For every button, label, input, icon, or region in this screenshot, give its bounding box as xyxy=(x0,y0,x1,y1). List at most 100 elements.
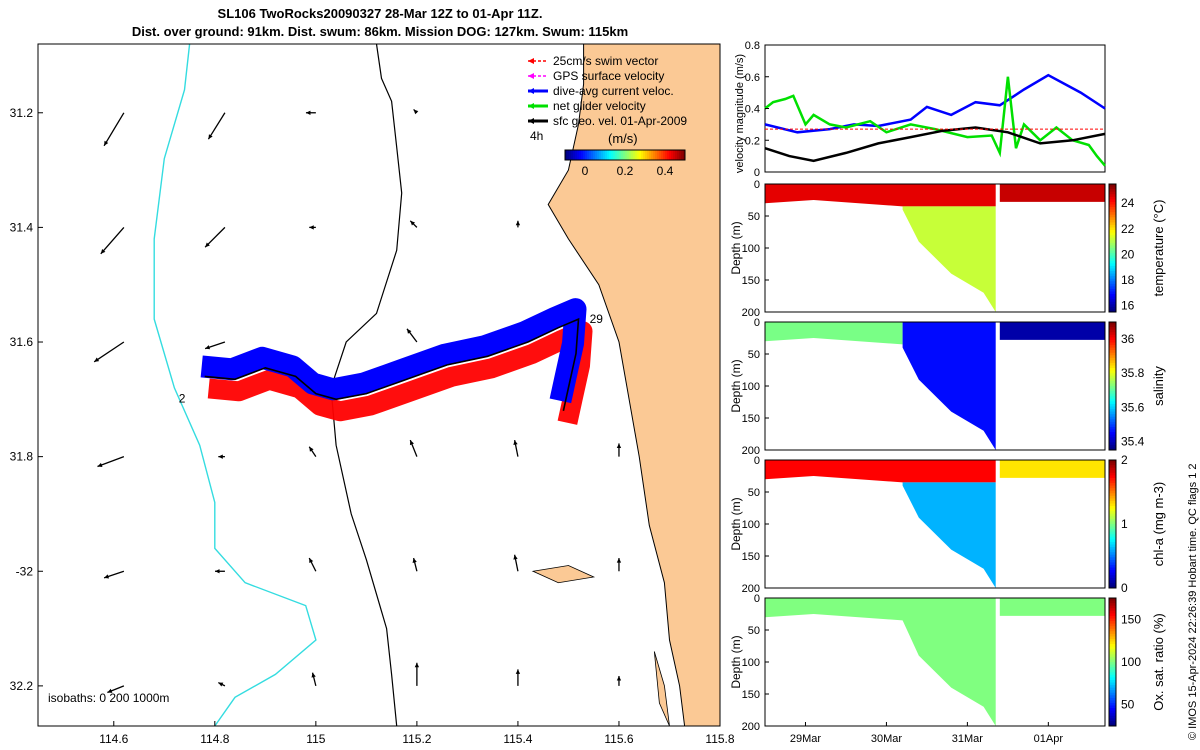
section-x-tick-label: 01Apr xyxy=(1034,733,1064,745)
geo-velocity-arrow xyxy=(515,669,521,686)
colorbar-segment xyxy=(619,150,622,160)
colorbar-segment xyxy=(1109,403,1116,407)
colorbar-segment xyxy=(1109,618,1116,622)
colorbar-segment xyxy=(1109,429,1116,433)
colorbar-segment xyxy=(1109,690,1116,694)
colorbar-segment xyxy=(587,150,590,160)
section-y-axis-label: Depth (m) xyxy=(729,221,743,274)
colorbar-segment xyxy=(1109,638,1116,643)
geo-velocity-arrow xyxy=(204,226,226,248)
section-fill-mixed-layer xyxy=(765,184,996,207)
colorbar-tick-label: 35.6 xyxy=(1121,400,1145,414)
colorbar-segment xyxy=(673,150,676,160)
velocity-series-line xyxy=(764,73,1106,134)
section-fill-after-gap xyxy=(999,184,1105,202)
colorbar-tick-label: 35.4 xyxy=(1121,434,1145,448)
colorbar-segment xyxy=(1109,662,1116,666)
geo-velocity-arrow xyxy=(97,456,125,468)
colorbar-segment xyxy=(1109,191,1116,195)
track-end-label: 29 xyxy=(590,312,604,326)
geo-velocity-arrow xyxy=(93,341,125,363)
colorbar-segment xyxy=(1109,222,1116,226)
colorbar-segment xyxy=(1109,654,1116,658)
colorbar-segment xyxy=(1109,439,1116,443)
map-y-tick-label: 31.2 xyxy=(10,106,34,120)
colorbar-segment xyxy=(1109,547,1116,551)
legend-entry: net glider velocity xyxy=(528,99,646,113)
rottnest-island xyxy=(531,565,596,584)
colorbar-segment xyxy=(1109,296,1116,300)
colorbar-segment xyxy=(1109,485,1116,489)
velocity-series-line xyxy=(764,126,1106,163)
colorbar-segment xyxy=(1109,339,1116,343)
colorbar-segment xyxy=(655,150,658,160)
colorbar-segment xyxy=(1109,391,1116,395)
colorbar-segment xyxy=(1109,194,1116,198)
colorbar-segment xyxy=(1109,508,1116,512)
colorbar-segment xyxy=(659,150,662,160)
colorbar-segment xyxy=(1109,380,1116,384)
colorbar-segment xyxy=(647,150,650,160)
velocity-panel: 0 0.2 0.4 0.6 0.8 velocity magnitude (m/s) xyxy=(734,40,1106,179)
map-x-tick-label: 114.8 xyxy=(200,732,229,746)
colorbar-segment xyxy=(589,150,592,160)
geo-velocity-arrow xyxy=(412,557,418,572)
colorbar-segment xyxy=(1109,713,1116,717)
section-y-axis-label: Depth (m) xyxy=(729,497,743,550)
geo-velocity-arrow xyxy=(513,440,519,457)
colorbar-segment xyxy=(1109,352,1116,356)
colorbar-segment xyxy=(571,150,574,160)
section-y-tick-label: 100 xyxy=(742,519,760,531)
colorbar-segment xyxy=(1109,334,1116,338)
colorbar-segment xyxy=(1109,388,1116,392)
section-fill-offshore xyxy=(902,322,996,450)
colorbar-tick-label: 0.4 xyxy=(657,164,674,178)
colorbar-tick-label: 50 xyxy=(1121,698,1135,712)
section-y-tick-label: 100 xyxy=(742,381,760,393)
colorbar-segment xyxy=(1109,633,1116,637)
colorbar-segment xyxy=(575,150,578,160)
colorbar-segment xyxy=(1109,401,1116,405)
legend-label: dive-avg current veloc. xyxy=(553,84,674,98)
colorbar-segment xyxy=(601,150,604,160)
section-y-tick-label: 200 xyxy=(742,583,760,595)
colorbar-segment xyxy=(1109,631,1116,635)
colorbar-segment xyxy=(1109,393,1116,397)
colorbar-segment xyxy=(593,150,596,160)
colorbar-segment xyxy=(645,150,648,160)
track-start-label: 2 xyxy=(179,391,186,405)
colorbar-segment xyxy=(629,150,632,160)
colorbar-segment xyxy=(1109,201,1116,205)
colorbar-segment xyxy=(1109,327,1116,331)
map-y-tick-label: -32 xyxy=(16,564,34,578)
colorbar-segment xyxy=(611,150,614,160)
colorbar-segment xyxy=(1109,541,1116,545)
colorbar-segment xyxy=(585,150,588,160)
colorbar-segment xyxy=(1109,483,1116,487)
section-y-tick-label: 50 xyxy=(748,349,760,361)
colorbar-segment xyxy=(1109,677,1116,681)
colorbar-segment xyxy=(1109,199,1116,203)
colorbar-segment xyxy=(657,150,660,160)
colorbar-segment xyxy=(605,150,608,160)
colorbar-segment xyxy=(1109,656,1116,660)
colorbar-frame xyxy=(1108,321,1117,451)
imos-credit: © IMOS 15-Apr-2024 22:26:39 Hobart time.… xyxy=(1187,463,1199,740)
colorbar-segment xyxy=(621,150,624,160)
section-x-tick-label: 31Mar xyxy=(952,733,984,745)
legend-label: GPS surface velocity xyxy=(553,69,664,83)
geo-velocity-arrow xyxy=(204,341,226,350)
map-x-tick-label: 114.6 xyxy=(99,732,128,746)
colorbar-segment xyxy=(617,150,620,160)
colorbar-segment xyxy=(1109,649,1116,653)
colorbar-segment xyxy=(1109,411,1116,415)
colorbar-segment xyxy=(1109,278,1116,282)
colorbar-segment xyxy=(1109,398,1116,402)
colorbar-segment xyxy=(1109,621,1116,625)
colorbar-segment xyxy=(573,150,576,160)
section-x-tick-label: 29Mar xyxy=(790,733,822,745)
colorbar-segment xyxy=(1109,386,1116,390)
colorbar-segment xyxy=(1109,224,1116,229)
colorbar-segment xyxy=(683,150,686,160)
geo-velocity-arrow xyxy=(311,672,317,687)
